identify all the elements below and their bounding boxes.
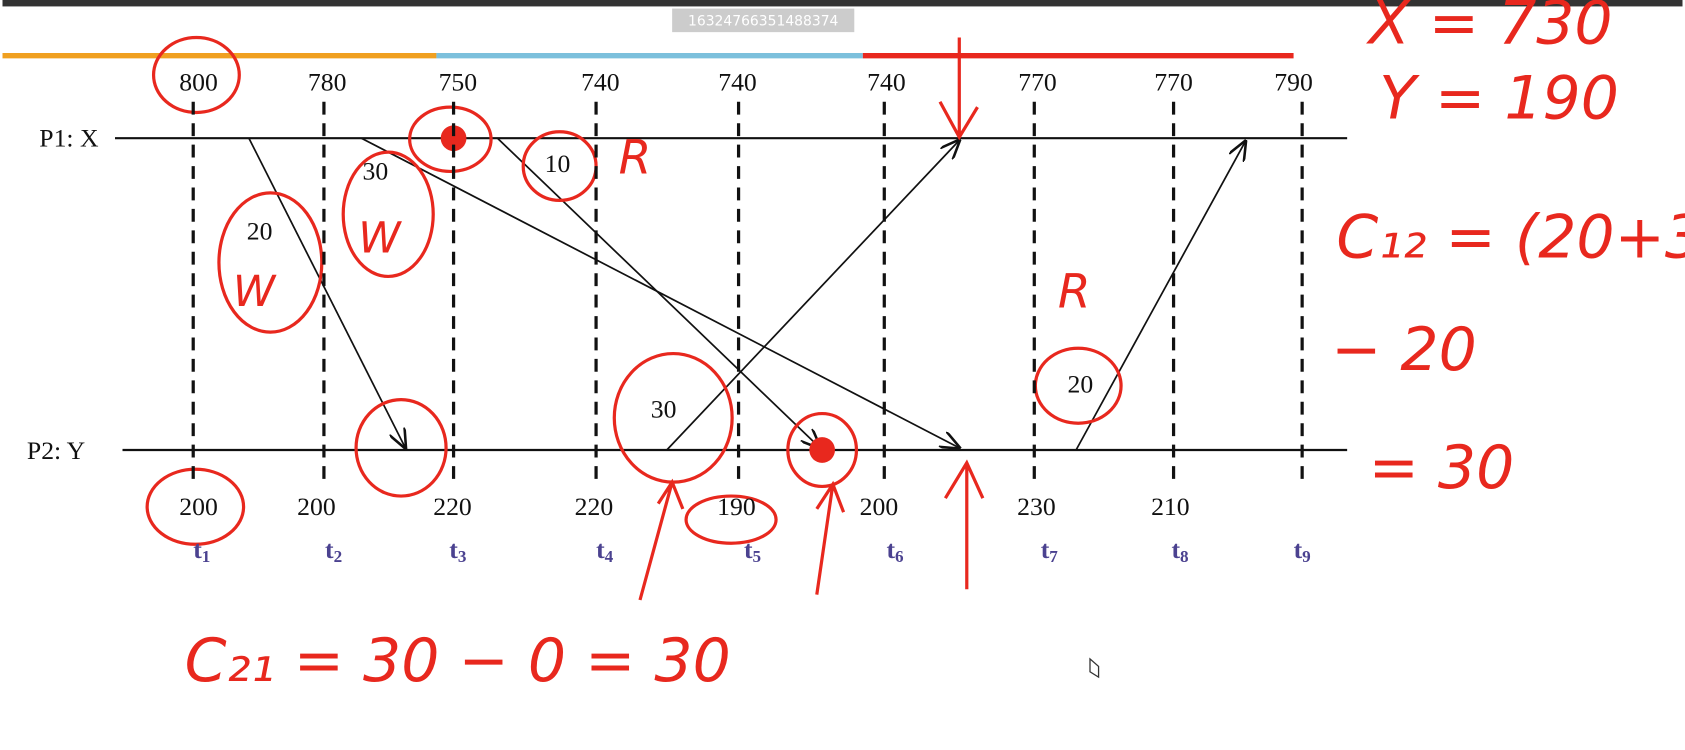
x-value: 770 xyxy=(1154,68,1193,97)
y-value: 200 xyxy=(297,492,336,521)
event-dot xyxy=(809,437,835,463)
time-index: 4 xyxy=(605,547,614,566)
y-value: 230 xyxy=(1017,492,1056,521)
y-value: 190 xyxy=(717,492,756,521)
time-symbol: t xyxy=(596,535,605,564)
y-value: 200 xyxy=(860,492,899,521)
message-arrow xyxy=(1075,141,1245,451)
event-dot xyxy=(440,125,467,152)
time-index: 3 xyxy=(458,547,467,566)
y-value: 220 xyxy=(575,492,614,521)
time-label: t5 xyxy=(744,535,761,566)
message-arrow xyxy=(666,140,960,451)
time-symbol: t xyxy=(1041,535,1050,564)
time-symbol: t xyxy=(449,535,458,564)
time-symbol: t xyxy=(1294,535,1303,564)
x-value: 790 xyxy=(1274,68,1313,97)
time-index: 5 xyxy=(753,547,762,566)
annotation: W xyxy=(233,267,277,317)
x-value: 750 xyxy=(439,68,478,97)
x-value: 740 xyxy=(718,68,757,97)
message-label: 30 xyxy=(651,394,677,423)
time-index: 6 xyxy=(895,547,904,566)
p2-label: P2: Y xyxy=(27,436,85,465)
message-label: 20 xyxy=(1068,370,1094,399)
time-index: 2 xyxy=(334,547,343,566)
p1-label: P1: X xyxy=(39,123,99,152)
time-index: 8 xyxy=(1180,547,1189,566)
y-value: 210 xyxy=(1151,492,1190,521)
x-value: 800 xyxy=(179,68,218,97)
time-symbol: t xyxy=(1171,535,1180,564)
annotation: R xyxy=(619,131,652,186)
annotation: R xyxy=(1058,265,1091,320)
time-symbol: t xyxy=(744,535,753,564)
x-value: 740 xyxy=(581,68,620,97)
time-label: t1 xyxy=(193,535,210,566)
id-box xyxy=(672,8,855,33)
time-label: t9 xyxy=(1294,535,1311,566)
top-bar xyxy=(2,0,1683,7)
time-symbol: t xyxy=(886,535,895,564)
annotation: = 30 xyxy=(1369,433,1515,503)
annotation: C₁₂ = (20+30) xyxy=(1336,203,1685,273)
annotation: X = 730 xyxy=(1366,0,1613,58)
message-arrow xyxy=(248,137,405,448)
time-label: t2 xyxy=(325,535,342,566)
messages xyxy=(248,137,1245,451)
x-value: 770 xyxy=(1018,68,1057,97)
message-label: 10 xyxy=(545,149,571,178)
time-label: t7 xyxy=(1041,535,1059,566)
red-marks xyxy=(145,35,1123,601)
time-index: 7 xyxy=(1049,547,1058,566)
y-value: 200 xyxy=(179,492,218,521)
message-arrow xyxy=(496,137,821,448)
time-label: t8 xyxy=(1171,535,1188,566)
cursor xyxy=(1089,657,1100,679)
message-label: 20 xyxy=(247,216,273,245)
x-value: 740 xyxy=(867,68,906,97)
message-arrow xyxy=(361,137,959,448)
id-label: 16324766351488374 xyxy=(688,13,839,29)
time-index: 9 xyxy=(1302,547,1311,566)
x-value: 780 xyxy=(308,68,347,97)
annotation: C₂₁ = 30 − 0 = 30 xyxy=(185,626,731,696)
time-index: 1 xyxy=(202,547,211,566)
annotation: W xyxy=(358,214,402,264)
y-value: 220 xyxy=(433,492,472,521)
time-label: t6 xyxy=(886,535,904,566)
time-label: t4 xyxy=(596,535,614,566)
time-symbol: t xyxy=(325,535,334,564)
annotation: − 20 xyxy=(1331,315,1477,385)
time-symbol: t xyxy=(193,535,202,564)
annotation: Y = 190 xyxy=(1379,63,1619,133)
time-label: t3 xyxy=(449,535,466,566)
